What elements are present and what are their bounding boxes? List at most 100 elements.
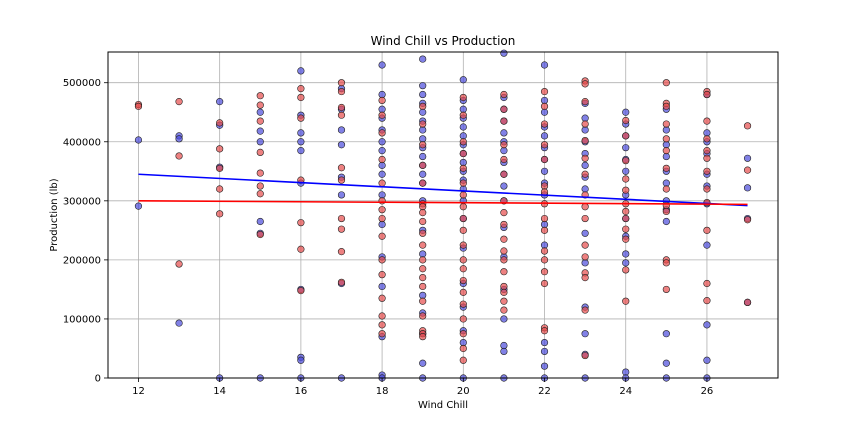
red-data-point: [703, 117, 711, 125]
blue-data-point: [540, 347, 549, 356]
red-data-point: [622, 235, 630, 243]
red-data-point: [378, 179, 386, 187]
blue-data-point: [500, 315, 508, 323]
red-data-point: [337, 103, 346, 112]
red-data-point: [459, 330, 467, 338]
blue-data-point: [419, 359, 427, 367]
red-data-point: [500, 141, 508, 149]
red-data-point: [459, 149, 467, 158]
red-data-point: [378, 321, 386, 329]
red-data-point: [540, 327, 549, 335]
red-data-point: [459, 179, 467, 187]
red-data-point: [662, 102, 670, 110]
red-data-point: [662, 135, 670, 143]
red-data-point: [419, 209, 427, 217]
red-data-point: [378, 206, 386, 214]
blue-data-point: [337, 141, 346, 149]
red-data-point: [419, 256, 427, 264]
red-data-point: [459, 226, 467, 234]
red-data-point: [419, 102, 427, 110]
red-data-point: [337, 176, 346, 184]
red-data-point: [256, 101, 264, 109]
red-data-point: [134, 102, 143, 110]
red-data-point: [662, 79, 670, 87]
blue-data-point: [540, 362, 549, 370]
red-data-point: [378, 312, 386, 320]
red-data-point: [337, 87, 346, 96]
red-data-point: [459, 288, 467, 296]
red-data-point: [500, 170, 508, 178]
red-data-point: [622, 297, 630, 305]
red-data-point: [622, 225, 630, 233]
red-data-point: [459, 164, 467, 172]
red-data-point: [459, 138, 467, 146]
x-tick-label: 16: [295, 386, 308, 397]
blue-data-point: [134, 202, 143, 210]
red-data-point: [459, 203, 467, 211]
red-data-point: [581, 214, 589, 223]
blue-data-point: [297, 138, 305, 146]
red-data-point: [378, 232, 386, 240]
blue-data-point: [297, 356, 305, 364]
blue-data-point: [540, 132, 549, 140]
blue-data-point: [419, 90, 427, 99]
red-data-point: [540, 247, 549, 255]
blue-data-point: [703, 241, 711, 249]
red-data-point: [378, 271, 386, 279]
y-tick-label: 300000: [63, 196, 101, 207]
blue-data-point: [662, 330, 670, 338]
scatter-points: [134, 49, 752, 382]
red-data-point: [459, 356, 467, 364]
red-data-point: [540, 87, 549, 96]
blue-data-point: [256, 127, 264, 135]
red-data-point: [703, 147, 711, 155]
red-data-point: [540, 256, 549, 264]
red-data-point: [378, 330, 386, 338]
blue-data-point: [419, 170, 427, 178]
plot-frame: [107, 51, 779, 379]
blue-data-point: [337, 191, 346, 199]
blue-data-point: [500, 182, 508, 190]
red-data-point: [743, 298, 752, 307]
red-data-point: [459, 191, 467, 199]
red-data-point: [419, 217, 427, 226]
red-data-point: [622, 266, 630, 274]
red-data-point: [297, 245, 305, 253]
red-data-point: [500, 306, 508, 314]
blue-trend-line: [138, 173, 748, 207]
blue-data-point: [378, 61, 386, 69]
red-data-point: [703, 90, 711, 99]
red-data-point: [581, 154, 589, 162]
y-tick-label: 0: [95, 374, 101, 385]
red-data-point: [662, 164, 670, 172]
x-axis-ticks: 12 14 16 18 20 22 24 26: [132, 378, 713, 397]
red-data-point: [175, 152, 183, 160]
red-data-point: [459, 214, 467, 223]
red-data-point: [337, 79, 346, 87]
red-data-point: [540, 120, 549, 128]
red-data-point: [703, 226, 711, 234]
red-data-point: [419, 141, 427, 149]
y-tick-label: 200000: [63, 255, 101, 266]
red-data-point: [703, 167, 711, 175]
red-data-point: [337, 111, 346, 119]
blue-data-point: [256, 138, 264, 146]
blue-data-point: [500, 129, 508, 137]
blue-data-point: [419, 152, 427, 161]
y-axis-label: Production (lb): [49, 178, 60, 251]
red-data-point: [419, 265, 427, 273]
red-data-point: [662, 207, 670, 216]
blue-data-point: [459, 123, 467, 131]
red-data-point: [419, 333, 427, 341]
red-data-point: [419, 161, 427, 169]
red-data-point: [743, 122, 752, 130]
red-data-point: [581, 120, 589, 128]
blue-data-point: [297, 67, 305, 75]
red-data-point: [581, 274, 589, 282]
blue-data-point: [622, 250, 630, 258]
red-data-point: [459, 256, 467, 264]
red-data-point: [419, 229, 427, 237]
y-tick-label: 500000: [63, 78, 101, 89]
red-data-point: [500, 235, 508, 243]
